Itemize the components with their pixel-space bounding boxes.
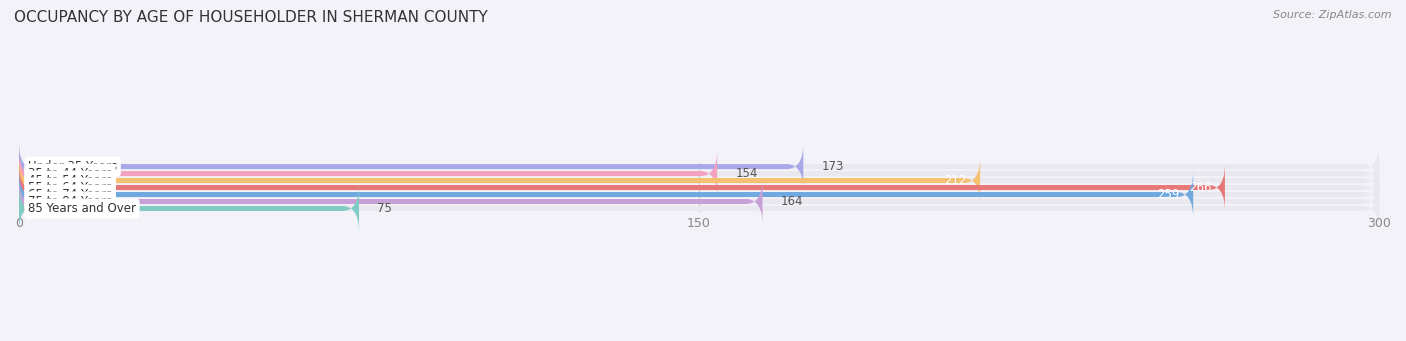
FancyBboxPatch shape	[20, 185, 1379, 232]
FancyBboxPatch shape	[20, 150, 717, 197]
Text: 35 to 44 Years: 35 to 44 Years	[28, 167, 112, 180]
Text: 212: 212	[943, 174, 966, 187]
Text: Under 35 Years: Under 35 Years	[28, 160, 117, 173]
Text: 45 to 54 Years: 45 to 54 Years	[28, 174, 112, 187]
Text: OCCUPANCY BY AGE OF HOUSEHOLDER IN SHERMAN COUNTY: OCCUPANCY BY AGE OF HOUSEHOLDER IN SHERM…	[14, 10, 488, 25]
Text: 173: 173	[821, 160, 844, 173]
Text: Source: ZipAtlas.com: Source: ZipAtlas.com	[1274, 10, 1392, 20]
Text: 164: 164	[780, 195, 803, 208]
FancyBboxPatch shape	[20, 178, 1379, 225]
FancyBboxPatch shape	[20, 171, 1194, 218]
Text: 65 to 74 Years: 65 to 74 Years	[28, 188, 112, 201]
Text: 259: 259	[1157, 188, 1180, 201]
Text: 55 to 64 Years: 55 to 64 Years	[28, 181, 112, 194]
FancyBboxPatch shape	[20, 157, 980, 204]
FancyBboxPatch shape	[20, 164, 1225, 211]
Text: 75 to 84 Years: 75 to 84 Years	[28, 195, 112, 208]
FancyBboxPatch shape	[20, 143, 1379, 190]
Text: 85 Years and Over: 85 Years and Over	[28, 202, 136, 215]
FancyBboxPatch shape	[20, 157, 1379, 204]
Text: 154: 154	[735, 167, 758, 180]
FancyBboxPatch shape	[20, 150, 1379, 197]
Text: 75: 75	[377, 202, 392, 215]
FancyBboxPatch shape	[20, 171, 1379, 218]
FancyBboxPatch shape	[20, 164, 1379, 211]
FancyBboxPatch shape	[20, 185, 359, 232]
Text: 266: 266	[1189, 181, 1212, 194]
FancyBboxPatch shape	[20, 178, 762, 225]
FancyBboxPatch shape	[20, 143, 803, 190]
